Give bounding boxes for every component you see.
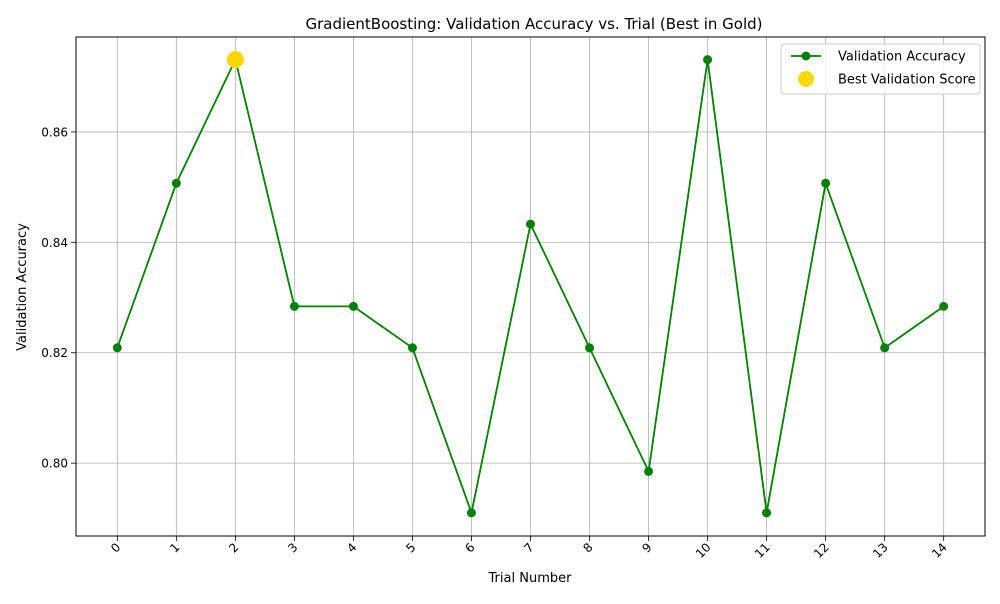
data-point (526, 219, 535, 229)
legend-entry-best-validation-score: Best Validation Score (838, 73, 976, 88)
data-point (703, 55, 713, 65)
data-point (880, 343, 890, 353)
y-tick-label: 0.80 (41, 457, 68, 471)
grid (76, 37, 985, 536)
legend: Validation Accuracy Best Validation Scor… (780, 43, 981, 95)
y-tick-label: 0.84 (41, 236, 68, 250)
data-point (644, 466, 654, 476)
legend-entry-validation-accuracy: Validation Accuracy (838, 50, 966, 65)
data-point (171, 178, 181, 188)
best-score-marker (226, 51, 244, 69)
data-point (466, 508, 476, 518)
legend-frame (780, 43, 981, 95)
legend-swatch-marker (801, 51, 811, 61)
chart-title: GradientBoosting: Validation Accuracy vs… (305, 15, 762, 33)
y-axis-label: Validation Accuracy (15, 223, 30, 351)
data-point (762, 508, 772, 518)
data-point (348, 301, 358, 311)
data-point (585, 343, 595, 353)
data-point (289, 301, 299, 311)
data-point (939, 301, 949, 311)
x-axis-label: Trial Number (488, 571, 573, 586)
data-point (407, 343, 417, 353)
series-layer (112, 51, 949, 518)
data-point (821, 178, 831, 188)
y-tick-label: 0.86 (41, 125, 68, 139)
y-axis: 0.80 0.82 0.84 0.86 (41, 125, 76, 471)
y-tick-label: 0.82 (41, 346, 68, 360)
legend-swatch-best (798, 71, 814, 87)
data-point (112, 343, 122, 353)
